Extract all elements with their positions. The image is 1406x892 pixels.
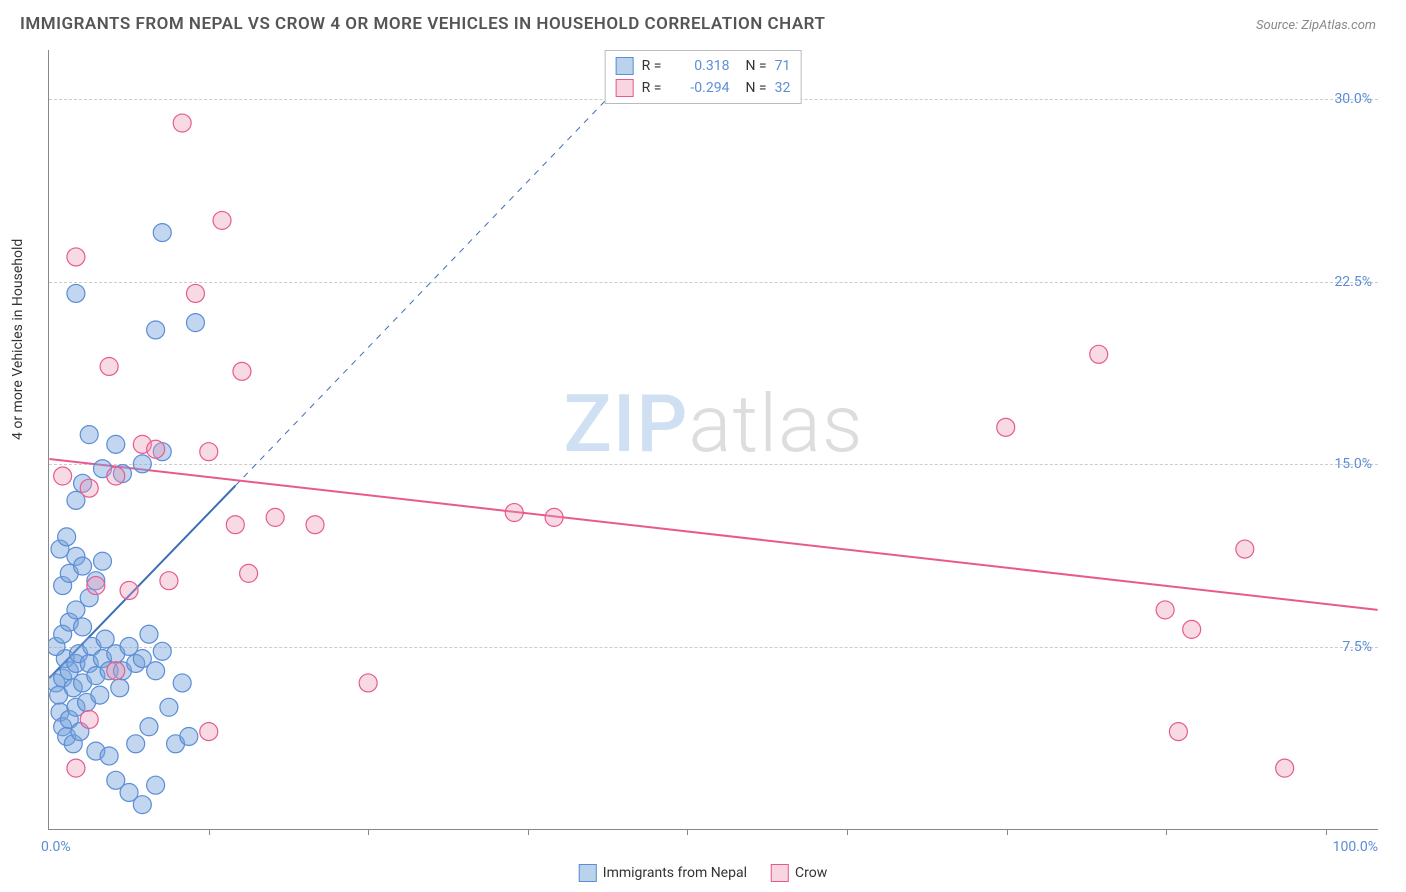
scatter-point-pink [505, 504, 523, 522]
scatter-point-pink [1169, 723, 1187, 741]
legend-label-pink: Crow [795, 865, 827, 881]
scatter-point-blue [100, 747, 118, 765]
scatter-point-blue [133, 455, 151, 473]
x-tick [687, 829, 688, 835]
scatter-point-blue [153, 224, 171, 242]
scatter-point-blue [93, 552, 111, 570]
scatter-point-blue [107, 435, 125, 453]
scatter-point-pink [997, 418, 1015, 436]
legend-item-pink: Crow [771, 864, 827, 882]
x-tick [1326, 829, 1327, 835]
scatter-point-pink [1090, 345, 1108, 363]
swatch-blue-icon [616, 57, 634, 75]
plot-area: ZIPatlas 7.5%15.0%22.5%30.0%0.0%100.0% [48, 50, 1378, 830]
n-label: N = [745, 58, 766, 74]
r-value-blue: 0.318 [669, 58, 729, 74]
series-legend: Immigrants from Nepal Crow [579, 864, 827, 882]
x-min-label: 0.0% [41, 839, 71, 855]
n-value-blue: 71 [775, 58, 791, 74]
r-label: R = [642, 58, 662, 74]
scatter-point-pink [87, 577, 105, 595]
scatter-point-pink [107, 662, 125, 680]
scatter-point-pink [67, 248, 85, 266]
scatter-point-pink [226, 516, 244, 534]
scatter-point-pink [1156, 601, 1174, 619]
scatter-point-pink [213, 211, 231, 229]
scatter-point-pink [173, 114, 191, 132]
scatter-point-pink [1236, 540, 1254, 558]
swatch-pink-icon [616, 79, 634, 97]
swatch-pink-icon [771, 864, 789, 882]
scatter-point-blue [58, 528, 76, 546]
scatter-point-blue [153, 642, 171, 660]
scatter-point-blue [74, 557, 92, 575]
x-tick [1007, 829, 1008, 835]
legend-label-blue: Immigrants from Nepal [603, 865, 747, 881]
scatter-point-blue [186, 314, 204, 332]
scatter-point-blue [133, 796, 151, 814]
x-tick [847, 829, 848, 835]
scatter-point-blue [147, 662, 165, 680]
scatter-point-blue [111, 679, 129, 697]
stats-legend-row-blue: R = 0.318 N = 71 [616, 55, 791, 77]
x-tick [528, 829, 529, 835]
scatter-point-blue [140, 625, 158, 643]
scatter-point-blue [173, 674, 191, 692]
scatter-point-pink [54, 467, 72, 485]
scatter-point-pink [186, 284, 204, 302]
x-tick [368, 829, 369, 835]
scatter-point-blue [180, 728, 198, 746]
scatter-point-pink [1183, 620, 1201, 638]
scatter-point-blue [74, 618, 92, 636]
x-tick [209, 829, 210, 835]
scatter-point-pink [80, 479, 98, 497]
scatter-point-pink [233, 362, 251, 380]
trendline-blue-dashed [235, 99, 607, 486]
y-axis-title: 4 or more Vehicles in Household [10, 239, 26, 440]
r-value-pink: -0.294 [669, 80, 729, 96]
scatter-point-pink [67, 759, 85, 777]
scatter-point-blue [67, 284, 85, 302]
scatter-point-pink [306, 516, 324, 534]
scatter-point-pink [80, 710, 98, 728]
scatter-point-blue [80, 426, 98, 444]
scatter-point-pink [266, 508, 284, 526]
scatter-point-pink [160, 572, 178, 590]
stats-legend: R = 0.318 N = 71 R = -0.294 N = 32 [605, 50, 802, 104]
n-label: N = [745, 80, 766, 96]
scatter-point-blue [147, 321, 165, 339]
scatter-point-pink [359, 674, 377, 692]
scatter-chart-svg [49, 50, 1378, 829]
scatter-point-blue [147, 776, 165, 794]
scatter-point-blue [140, 718, 158, 736]
scatter-point-pink [100, 357, 118, 375]
legend-item-blue: Immigrants from Nepal [579, 864, 747, 882]
scatter-point-blue [91, 686, 109, 704]
trendline-pink [49, 459, 1377, 610]
x-max-label: 100.0% [1333, 839, 1378, 855]
stats-legend-row-pink: R = -0.294 N = 32 [616, 77, 791, 99]
x-tick [1166, 829, 1167, 835]
scatter-point-blue [127, 735, 145, 753]
scatter-point-blue [160, 698, 178, 716]
chart-title: IMMIGRANTS FROM NEPAL VS CROW 4 OR MORE … [20, 14, 825, 34]
scatter-point-pink [147, 440, 165, 458]
scatter-point-pink [545, 508, 563, 526]
swatch-blue-icon [579, 864, 597, 882]
r-label: R = [642, 80, 662, 96]
scatter-point-pink [200, 723, 218, 741]
scatter-point-pink [200, 443, 218, 461]
scatter-point-pink [120, 581, 138, 599]
scatter-point-pink [107, 467, 125, 485]
source-attribution: Source: ZipAtlas.com [1256, 18, 1376, 33]
n-value-pink: 32 [775, 80, 791, 96]
scatter-point-pink [240, 564, 258, 582]
scatter-point-pink [1276, 759, 1294, 777]
